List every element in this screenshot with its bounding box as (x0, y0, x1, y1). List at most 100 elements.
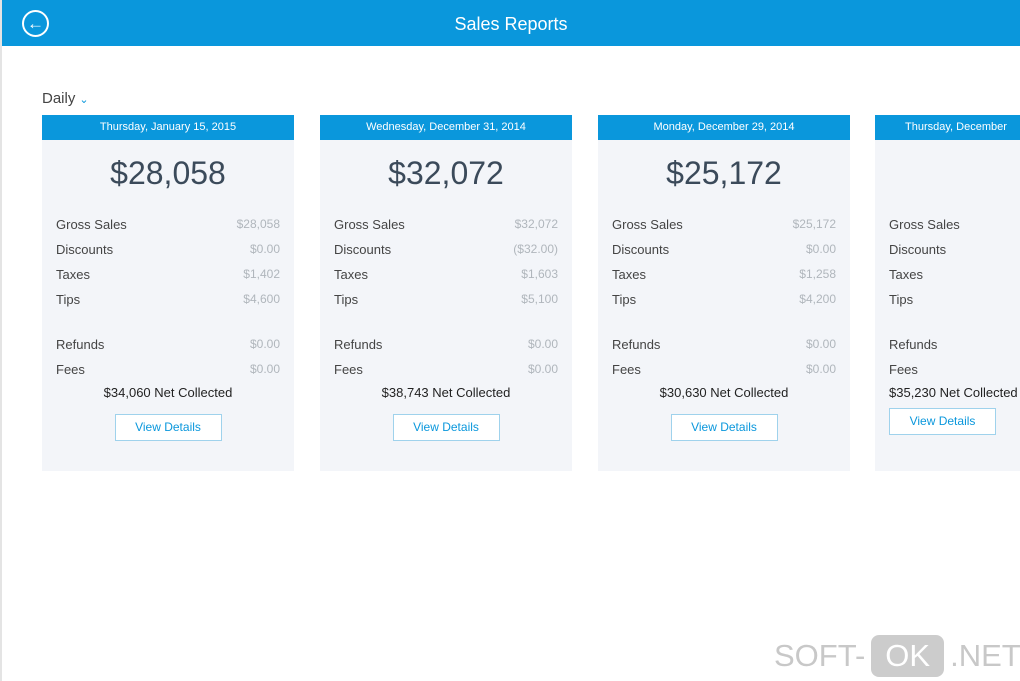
row-label: Taxes (612, 267, 646, 282)
row-refunds: Refunds $0.00 (56, 332, 280, 357)
net-amount: $35,230 (889, 385, 936, 400)
view-details-button[interactable]: View Details (114, 414, 222, 441)
row-value: $25,172 (792, 217, 836, 231)
row-label: Refunds (889, 337, 938, 352)
row-value: $0.00 (527, 362, 558, 376)
net-amount: $38,743 (381, 385, 429, 400)
row-label: Discounts (889, 242, 947, 257)
card-total: $25,172 (666, 155, 782, 191)
row-label: Fees (56, 362, 85, 377)
page-title: Sales Reports (454, 14, 568, 34)
row-taxes: Taxes $1,258 (612, 262, 836, 287)
row-value: $1,258 (799, 267, 836, 281)
row-value: $1,603 (521, 267, 558, 281)
row-label: Fees (612, 362, 641, 377)
row-gross: Gross Sales $28,058 (56, 212, 280, 237)
row-label: Gross Sales (612, 217, 683, 232)
row-discounts: Discounts ($32.00) (334, 237, 558, 262)
row-value: $1,402 (243, 267, 280, 281)
row-gross: Gross Sales $32,072 (334, 212, 558, 237)
report-card: Wednesday, December 31, 2014 $32,072 Gro… (320, 115, 572, 471)
row-refunds: Refunds $0.00 (612, 332, 836, 357)
row-value: $0.00 (805, 337, 836, 351)
row-tips: Tips $4,600 (56, 287, 280, 312)
row-value: $32,072 (514, 217, 558, 231)
row-label: Discounts (56, 242, 114, 257)
row-fees: Fees (889, 357, 1006, 382)
watermark: SOFT- OK .NET (774, 635, 1020, 677)
report-card: Thursday, December Gross Sales Discounts T… (875, 115, 1020, 471)
row-taxes: Taxes $1,603 (334, 262, 558, 287)
row-label: Tips (334, 292, 359, 307)
row-label: Refunds (334, 337, 383, 352)
watermark-right: .NET (950, 638, 1020, 673)
row-value: $0.00 (805, 242, 836, 256)
row-tips: Tips $5,100 (334, 287, 558, 312)
card-date: Thursday, December (875, 115, 1020, 140)
row-value: $0.00 (249, 337, 280, 351)
card-date: Thursday, January 15, 2015 (42, 115, 294, 140)
net-collected: $35,230 Net Collected (875, 385, 1020, 400)
row-label: Gross Sales (56, 217, 127, 232)
row-tips: Tips $4,200 (612, 287, 836, 312)
net-collected: $30,630 Net Collected (598, 385, 850, 400)
watermark-mid: OK (871, 635, 945, 677)
row-label: Taxes (889, 267, 923, 282)
row-label: Discounts (612, 242, 670, 257)
row-label: Gross Sales (889, 217, 960, 232)
row-label: Gross Sales (334, 217, 405, 232)
card-date: Wednesday, December 31, 2014 (320, 115, 572, 140)
view-details-button[interactable]: View Details (889, 408, 996, 435)
row-label: Taxes (334, 267, 368, 282)
row-value: $28,058 (236, 217, 280, 231)
row-refunds: Refunds $0.00 (334, 332, 558, 357)
watermark-left: SOFT- (774, 638, 866, 673)
row-label: Fees (889, 362, 918, 377)
row-value: $4,200 (799, 292, 836, 306)
chevron-down-icon: ⌄ (79, 94, 89, 106)
row-fees: Fees $0.00 (612, 357, 836, 382)
row-gross: Gross Sales $25,172 (612, 212, 836, 237)
row-label: Fees (334, 362, 363, 377)
net-label: Net Collected (154, 385, 233, 400)
net-amount: $34,060 (103, 385, 151, 400)
row-taxes: Taxes $1,402 (56, 262, 280, 287)
row-discounts: Discounts $0.00 (56, 237, 280, 262)
back-arrow-icon[interactable]: ← (22, 10, 49, 37)
row-value: $5,100 (521, 292, 558, 306)
row-label: Refunds (612, 337, 661, 352)
row-tips: Tips (889, 287, 1006, 312)
row-label: Refunds (56, 337, 105, 352)
row-fees: Fees $0.00 (334, 357, 558, 382)
net-amount: $30,630 (659, 385, 707, 400)
row-value: $0.00 (249, 242, 280, 256)
row-label: Taxes (56, 267, 90, 282)
period-dropdown[interactable]: Daily ⌄ (42, 90, 89, 107)
view-details-button[interactable]: View Details (670, 414, 778, 441)
row-value: $0.00 (527, 337, 558, 351)
net-label: Net Collected (710, 385, 789, 400)
card-date: Monday, December 29, 2014 (598, 115, 850, 140)
net-label: Net Collected (432, 385, 511, 400)
card-total: $28,058 (110, 155, 226, 191)
report-card: Monday, December 29, 2014 $25,172 Gross … (598, 115, 850, 471)
card-total (875, 155, 1020, 195)
view-details-button[interactable]: View Details (392, 414, 500, 441)
row-label: Tips (56, 292, 81, 307)
row-gross: Gross Sales (889, 212, 1006, 237)
row-fees: Fees $0.00 (56, 357, 280, 382)
net-collected: $38,743 Net Collected (320, 385, 572, 400)
net-collected: $34,060 Net Collected (42, 385, 294, 400)
row-value: $4,600 (243, 292, 280, 306)
report-card: Thursday, January 15, 2015 $28,058 Gross… (42, 115, 294, 471)
row-label: Tips (612, 292, 637, 307)
row-discounts: Discounts $0.00 (612, 237, 836, 262)
row-value: $0.00 (249, 362, 280, 376)
row-taxes: Taxes (889, 262, 1006, 287)
card-total: $32,072 (388, 155, 504, 191)
row-refunds: Refunds (889, 332, 1006, 357)
row-value: $0.00 (805, 362, 836, 376)
row-discounts: Discounts (889, 237, 1006, 262)
net-label: Net Collected (939, 385, 1018, 400)
row-label: Discounts (334, 242, 392, 257)
